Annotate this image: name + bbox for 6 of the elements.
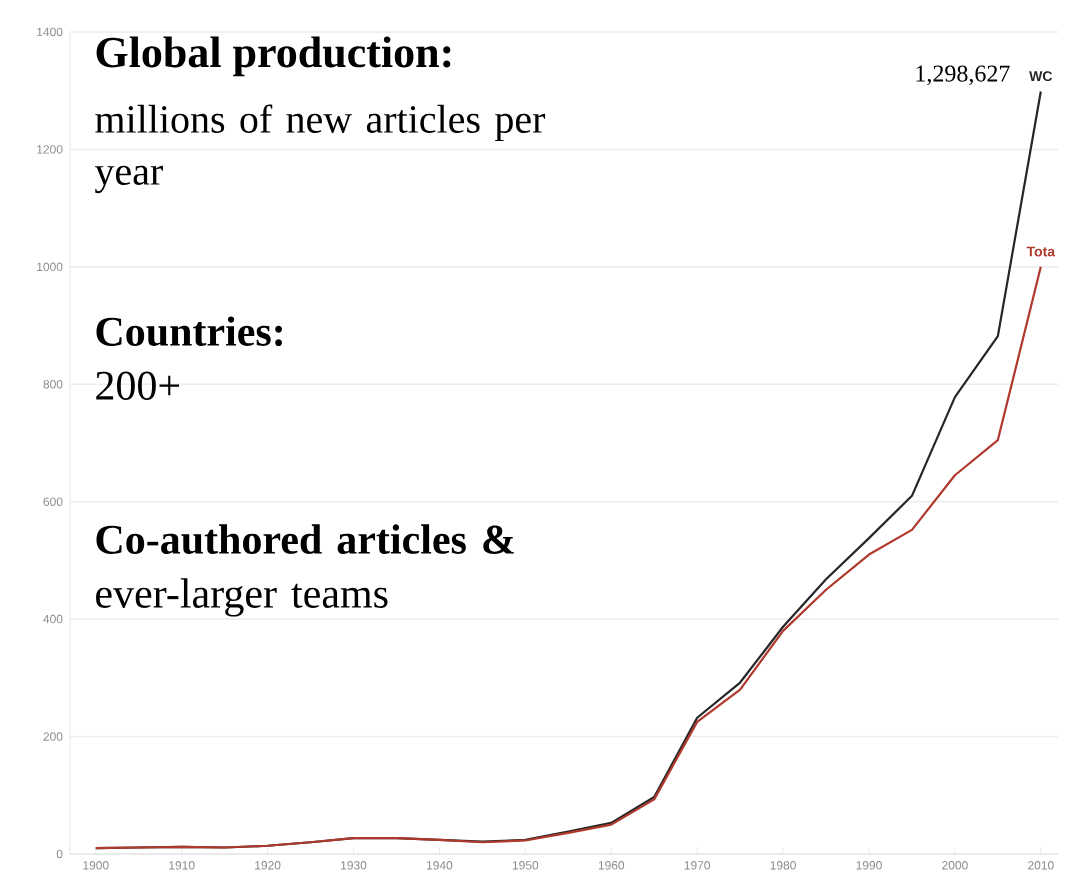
line-series bbox=[94, 265, 1042, 850]
annotation: 1,298,627 bbox=[916, 65, 1010, 86]
annotation: Countries: 200+ bbox=[96, 316, 282, 400]
chart-title: Global production: bbox=[96, 36, 451, 77]
text: millions of new articles per year bbox=[94, 104, 546, 194]
annotation: Co-authored articles & ever-larger teams bbox=[96, 524, 514, 617]
